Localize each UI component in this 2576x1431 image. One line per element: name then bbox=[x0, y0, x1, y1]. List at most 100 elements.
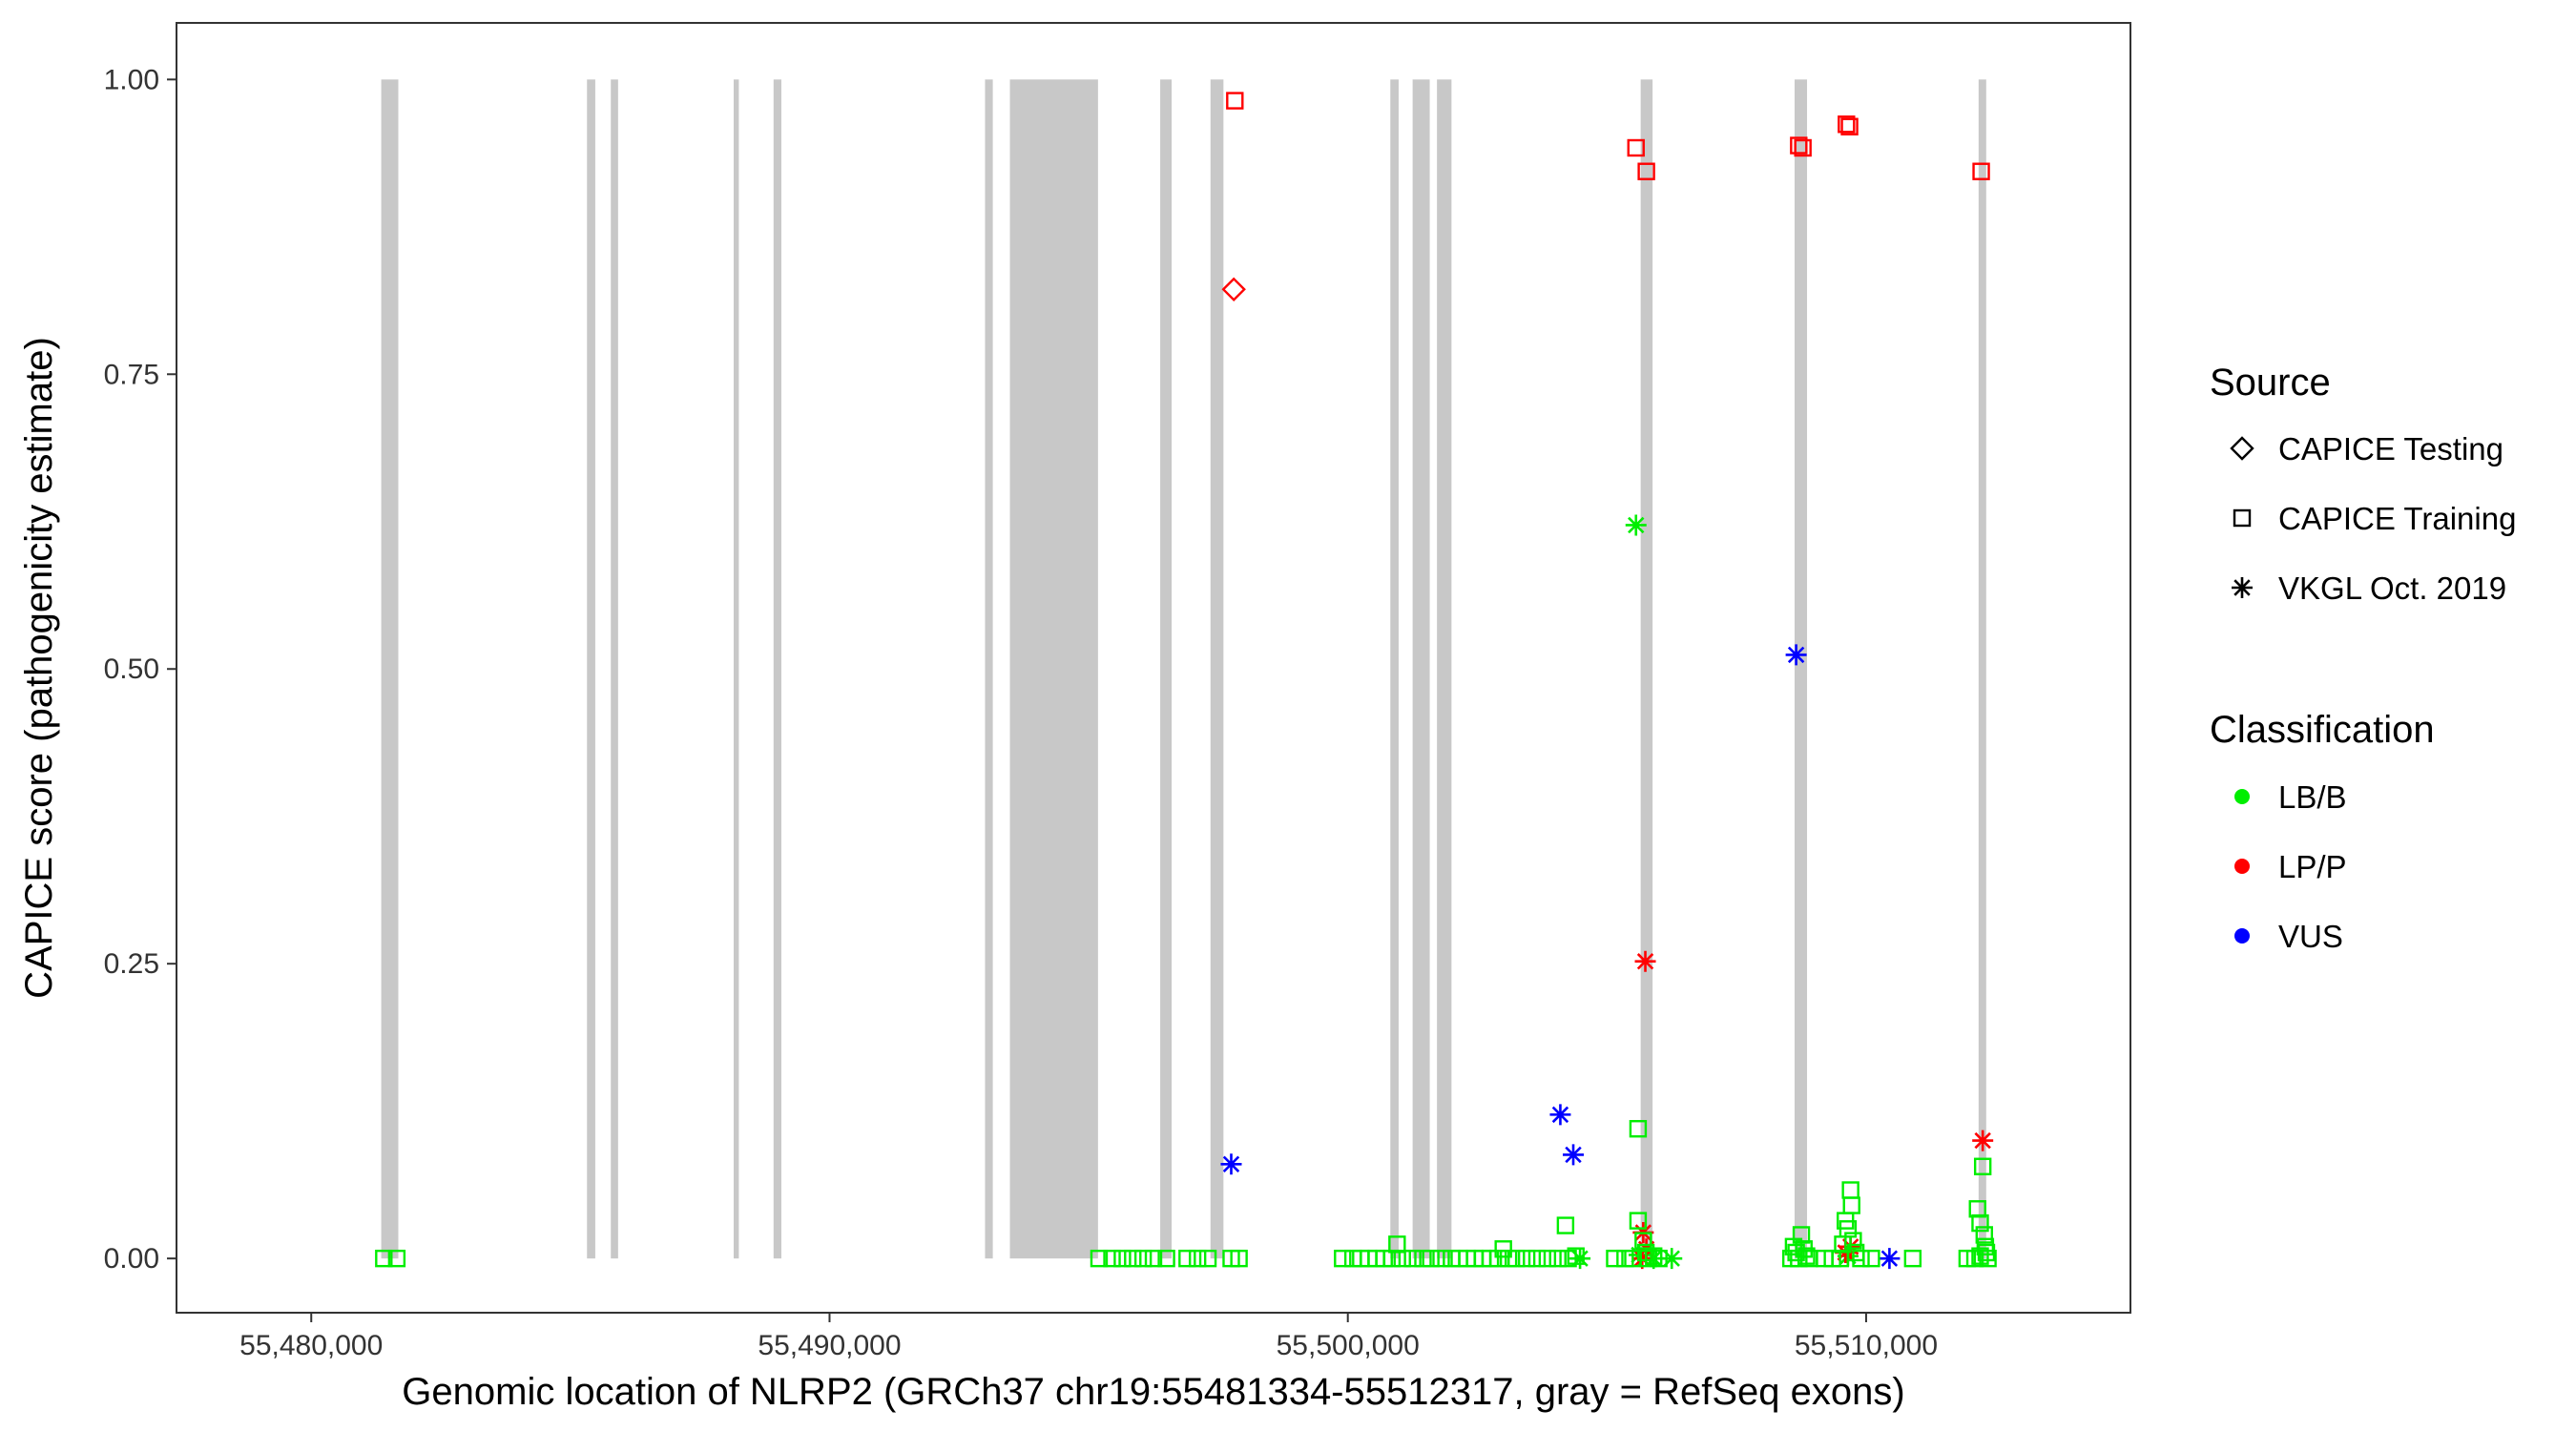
y-tick-label: 0.50 bbox=[104, 653, 159, 685]
data-point bbox=[1422, 1249, 1440, 1268]
x-tick-label: 55,480,000 bbox=[239, 1330, 383, 1361]
exon-band bbox=[773, 79, 781, 1259]
data-point bbox=[1230, 1249, 1248, 1268]
y-tick-label: 0.00 bbox=[104, 1243, 159, 1275]
exon-band bbox=[587, 79, 595, 1259]
y-tick-label: 0.25 bbox=[104, 948, 159, 980]
exon-band bbox=[1640, 79, 1653, 1259]
data-point bbox=[1842, 1196, 1860, 1214]
data-point bbox=[1220, 1153, 1242, 1175]
data-point bbox=[1198, 1249, 1217, 1268]
data-point bbox=[1113, 1249, 1132, 1268]
data-point bbox=[1637, 162, 1655, 180]
data-point bbox=[1403, 1249, 1422, 1268]
data-point bbox=[1840, 117, 1859, 135]
data-point bbox=[1972, 162, 1990, 180]
legend-entry-vus: VUS bbox=[2278, 919, 2343, 954]
data-point bbox=[1133, 1249, 1153, 1268]
data-point bbox=[1627, 138, 1645, 157]
x-tick-label: 55,490,000 bbox=[758, 1330, 901, 1361]
data-point bbox=[1785, 644, 1807, 666]
legend-key-asterisk bbox=[2232, 577, 2253, 598]
data-point bbox=[1549, 1104, 1571, 1126]
exon-band bbox=[1412, 79, 1430, 1259]
data-point bbox=[1844, 1232, 1862, 1250]
data-point bbox=[1221, 277, 1246, 301]
data-point bbox=[1973, 1157, 1992, 1175]
legend-key-dot bbox=[2234, 859, 2250, 874]
data-point bbox=[1975, 1226, 1994, 1244]
x-tick-label: 55,500,000 bbox=[1277, 1330, 1420, 1361]
data-point bbox=[1631, 1248, 1653, 1270]
x-axis-title: Genomic location of NLRP2 (GRCh37 chr19:… bbox=[402, 1371, 1904, 1413]
legend-entry-capice-training: CAPICE Training bbox=[2278, 501, 2516, 536]
data-point bbox=[1226, 92, 1244, 110]
data-point bbox=[1650, 1249, 1668, 1268]
data-point bbox=[1569, 1248, 1591, 1270]
data-point bbox=[1494, 1240, 1512, 1258]
data-point bbox=[1645, 1247, 1663, 1265]
data-point bbox=[1507, 1249, 1526, 1268]
data-point bbox=[387, 1249, 406, 1268]
data-point bbox=[375, 1249, 393, 1268]
data-point bbox=[1852, 1249, 1870, 1268]
data-point bbox=[1188, 1249, 1207, 1268]
data-point bbox=[1839, 1220, 1858, 1238]
legend-entry-capice-testing: CAPICE Testing bbox=[2278, 431, 2503, 467]
data-point bbox=[1903, 1249, 1922, 1268]
data-point bbox=[1862, 1249, 1880, 1268]
data-point bbox=[1634, 950, 1656, 972]
exon-band bbox=[1437, 79, 1452, 1259]
data-point bbox=[1661, 1248, 1683, 1270]
legend-source-title: Source bbox=[2210, 362, 2331, 404]
y-axis: 0.00 0.25 0.50 0.75 1.00 bbox=[104, 64, 177, 1275]
exon-band bbox=[1978, 79, 1986, 1259]
data-point bbox=[1538, 1249, 1557, 1268]
legend-entry-vkgl: VKGL Oct. 2019 bbox=[2278, 570, 2506, 606]
data-point bbox=[1838, 115, 1856, 134]
exon-band bbox=[611, 79, 618, 1259]
data-point bbox=[1103, 1249, 1121, 1268]
legend-key-square bbox=[2233, 508, 2252, 528]
data-point bbox=[1629, 1212, 1648, 1230]
data-point bbox=[1629, 1120, 1648, 1138]
data-point bbox=[1879, 1248, 1901, 1270]
data-point bbox=[1517, 1249, 1536, 1268]
exon-band bbox=[1009, 79, 1098, 1259]
data-point bbox=[1489, 1249, 1507, 1268]
legend-key-dot bbox=[2234, 789, 2250, 804]
legend-entry-lbb: LB/B bbox=[2278, 779, 2347, 815]
data-point bbox=[1606, 1249, 1624, 1268]
data-point bbox=[1972, 1130, 1994, 1151]
data-point bbox=[1432, 1249, 1450, 1268]
y-tick-label: 0.75 bbox=[104, 359, 159, 390]
data-point bbox=[1527, 1249, 1547, 1268]
legend-entry-lpp: LP/P bbox=[2278, 849, 2347, 884]
data-point bbox=[1971, 1247, 1989, 1265]
exon-band bbox=[1794, 79, 1808, 1259]
legend-key-diamond bbox=[2230, 436, 2254, 461]
data-point bbox=[1977, 1243, 1996, 1262]
x-tick-label: 55,510,000 bbox=[1795, 1330, 1938, 1361]
data-point bbox=[1841, 1181, 1859, 1199]
data-point bbox=[1639, 1249, 1657, 1268]
data-point bbox=[1797, 1247, 1816, 1265]
exon-band bbox=[1390, 79, 1399, 1259]
legend-source: Source CAPICE Testing CAPICE Training VK… bbox=[2210, 362, 2516, 606]
y-axis-title: CAPICE score (pathogenicity estimate) bbox=[18, 337, 60, 999]
exon-band bbox=[381, 79, 399, 1259]
data-point bbox=[1567, 1247, 1585, 1265]
data-point bbox=[1090, 1249, 1109, 1268]
data-point bbox=[1548, 1249, 1567, 1268]
data-point bbox=[1144, 1249, 1163, 1268]
data-point bbox=[1124, 1249, 1142, 1268]
data-point bbox=[1157, 1249, 1175, 1268]
data-point bbox=[1790, 136, 1808, 155]
data-point bbox=[1634, 1232, 1652, 1250]
data-point bbox=[1965, 1249, 1984, 1268]
plot-panel-border bbox=[176, 22, 2131, 1314]
data-point bbox=[1178, 1249, 1196, 1268]
data-point bbox=[1334, 1249, 1352, 1268]
data-point bbox=[1971, 1213, 1989, 1233]
